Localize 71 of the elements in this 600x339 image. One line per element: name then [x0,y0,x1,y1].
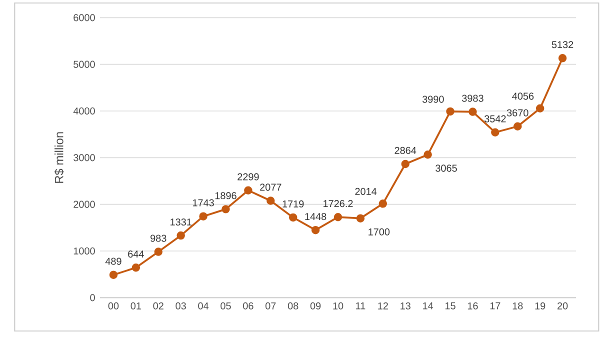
point [199,212,208,220]
data-label: 1700 [368,228,390,236]
point [468,108,477,116]
point [446,107,454,116]
point [536,104,544,113]
point [401,160,410,168]
point [132,263,140,272]
x-tick-label: 12 [378,302,388,310]
point [491,128,500,136]
y-tick-label: 1000 [74,247,95,255]
point [266,196,275,205]
x-tick-label: 04 [198,302,209,310]
y-tick-label: 0 [90,294,95,302]
data-label: 3983 [462,94,484,102]
data-label: 1743 [192,199,214,206]
x-tick-label: 02 [153,302,164,310]
data-label: 4056 [512,92,534,100]
data-label: 5132 [552,41,574,48]
point [109,270,118,279]
y-tick-label: 4000 [73,107,95,115]
point [311,226,320,234]
data-label: 1896 [215,192,236,200]
point [514,122,522,131]
y-tick-label: 5000 [74,60,95,68]
data-label: 983 [150,234,166,242]
data-label: 2864 [394,146,416,154]
data-label: 3542 [484,115,506,122]
x-tick-label: 13 [400,302,410,310]
x-tick-label: 10 [333,302,344,310]
point [334,212,342,222]
x-tick-label: 14 [423,302,434,310]
x-tick-label: 18 [512,302,523,310]
data-label: 644 [128,250,144,258]
x-tick-label: 07 [266,302,276,310]
x-tick-label: 06 [243,302,254,310]
x-tick-label: 17 [490,302,500,310]
y-tick-label: 2000 [74,200,95,208]
x-tick-label: 09 [310,302,321,310]
point [288,213,298,222]
data-label: 1726.2 [324,200,353,208]
x-tick-label: 20 [557,302,568,310]
x-tick-label: 03 [176,302,186,310]
data-label: 3670 [506,109,528,116]
data-label: 489 [105,258,122,265]
data-label: 2299 [238,173,259,180]
x-tick-label: 16 [468,302,478,310]
point [154,248,162,256]
data-label: 1719 [282,200,304,208]
y-tick-label: 3000 [74,154,95,162]
y-tick-label: 6000 [74,14,95,22]
data-label: 2077 [260,184,282,191]
point [356,214,365,222]
x-tick-label: 19 [535,302,546,310]
point [176,231,185,240]
y-axis-title: R$ million [54,132,64,183]
point [424,150,432,159]
data-label: 1448 [305,213,326,220]
point [244,186,252,194]
x-tick-label: 15 [445,302,456,310]
x-tick-label: 05 [220,302,231,310]
x-tick-label: 00 [108,302,119,310]
data-label: 3065 [436,164,457,172]
data-label: 2014 [355,188,377,195]
data-label: 3990 [422,96,444,103]
x-tick-label: 11 [356,302,366,310]
x-tick-label: 01 [130,302,141,310]
x-tick-label: 08 [288,302,298,310]
point [378,200,388,208]
data-label: 1331 [170,218,192,226]
point [222,205,230,214]
point [558,54,567,62]
